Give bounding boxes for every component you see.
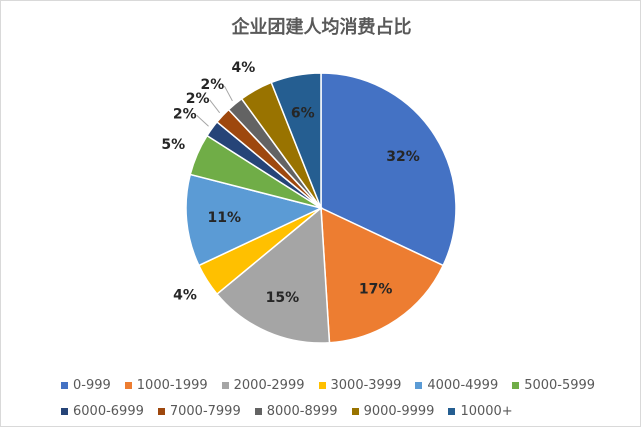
data-label-1000-1999: 17% <box>359 281 393 297</box>
legend-swatch <box>157 407 165 415</box>
legend-swatch <box>61 381 68 389</box>
legend-swatch <box>221 381 229 389</box>
legend-item-1000-1999: 1000-1999 <box>124 374 208 396</box>
legend-item-4000-4999: 4000-4999 <box>415 374 498 396</box>
pie-slice-10000+ <box>270 72 322 209</box>
legend-label: 0-999 <box>73 377 111 393</box>
chart-title: 企业团建人均消费占比 <box>231 17 412 38</box>
data-label-0-999: 32% <box>386 149 420 165</box>
legend-swatch <box>351 407 359 415</box>
legend-item-10000+: 10000+ <box>448 400 513 422</box>
data-label-9000-9999: 4% <box>232 60 256 76</box>
legend-item-0-999: 0-999 <box>61 374 111 396</box>
legend-swatch <box>318 381 326 389</box>
legend-label: 8000-8999 <box>266 403 338 419</box>
legend-label: 4000-4999 <box>427 377 499 393</box>
legend-item-9000-9999: 9000-9999 <box>351 400 435 422</box>
legend-label: 5000-5999 <box>524 377 596 393</box>
data-label-7000-7999: 2% <box>186 91 210 107</box>
legend-label: 3000-3999 <box>330 377 402 393</box>
legend-label: 1000-1999 <box>136 377 208 393</box>
pie-slice-1000-1999 <box>320 206 445 344</box>
leader-line-6000-6999 <box>196 114 209 127</box>
data-label-5000-5999: 5% <box>161 137 185 153</box>
legend-item-6000-6999: 6000-6999 <box>61 400 144 422</box>
legend-item-2000-2999: 2000-2999 <box>221 374 305 396</box>
legend-swatch <box>448 407 456 415</box>
data-label-2000-2999: 15% <box>266 290 300 306</box>
legend-item-3000-3999: 3000-3999 <box>318 374 402 396</box>
leader-line-7000-7999 <box>209 99 221 114</box>
legend-swatch <box>124 381 132 389</box>
data-label-4000-4999: 11% <box>207 210 241 226</box>
data-label-3000-3999: 4% <box>173 287 197 303</box>
pie-slice-4000-4999 <box>185 173 324 267</box>
legend: 0-999 1000-1999 2000-2999 3000-3999 4000-499… <box>61 374 621 422</box>
legend-swatch <box>61 407 68 415</box>
legend-label: 10000+ <box>460 403 513 419</box>
legend-item-5000-5999: 5000-5999 <box>512 374 595 396</box>
legend-swatch <box>415 381 423 389</box>
pie-slice-2000-2999 <box>215 206 331 344</box>
data-label-8000-8999: 2% <box>200 77 224 93</box>
legend-item-7000-7999: 7000-7999 <box>157 400 241 422</box>
legend-swatch <box>254 407 262 415</box>
legend-label: 9000-9999 <box>363 403 435 419</box>
data-label-10000+: 6% <box>291 106 315 122</box>
legend-label: 7000-7999 <box>169 403 241 419</box>
legend-item-8000-8999: 8000-8999 <box>254 400 338 422</box>
leader-line-8000-8999 <box>223 85 233 102</box>
legend-label: 2000-2999 <box>233 377 305 393</box>
pie-slice-0-999 <box>320 72 457 267</box>
legend-label: 6000-6999 <box>73 403 144 419</box>
legend-swatch <box>512 381 520 389</box>
data-label-6000-6999: 2% <box>173 106 197 122</box>
